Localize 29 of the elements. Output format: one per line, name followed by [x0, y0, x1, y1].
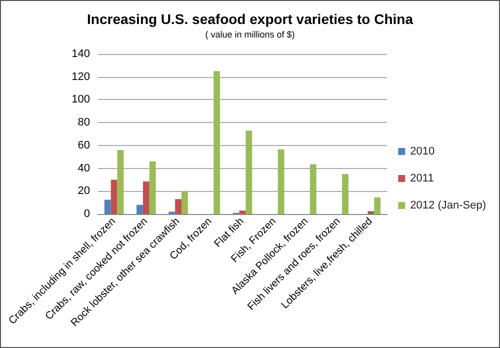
bar: [368, 211, 374, 214]
y-tick-label: 120: [72, 70, 90, 83]
bar: [142, 181, 150, 214]
bar: [342, 174, 348, 214]
bar: [246, 130, 252, 214]
legend-label: 2010: [410, 146, 435, 158]
y-tick-label: 20: [78, 185, 90, 198]
bar: [175, 199, 182, 214]
y-tick-label: 40: [78, 162, 90, 174]
bar: [239, 210, 246, 214]
bar: [104, 200, 111, 214]
bar: [214, 71, 220, 214]
chart-title: Increasing U.S. seafood export varieties to China: [87, 11, 414, 27]
y-tick-label: 60: [78, 139, 90, 152]
bar: [136, 204, 143, 214]
bar: [181, 191, 188, 214]
legend-label: 2011: [410, 172, 434, 184]
bar: [310, 164, 316, 214]
legend-label: 2012 (Jan-Sep): [410, 200, 486, 212]
bar: [374, 197, 381, 214]
chart-subtitle: ( value in millions of $): [205, 30, 295, 40]
bar: [278, 149, 284, 214]
y-tick-label: 0: [84, 208, 90, 220]
y-tick-label: 140: [72, 48, 90, 60]
bar: [110, 180, 118, 214]
bar: [117, 150, 124, 214]
y-tick-label: 80: [78, 116, 90, 129]
y-tick-label: 100: [72, 94, 90, 106]
bar: [149, 161, 156, 214]
